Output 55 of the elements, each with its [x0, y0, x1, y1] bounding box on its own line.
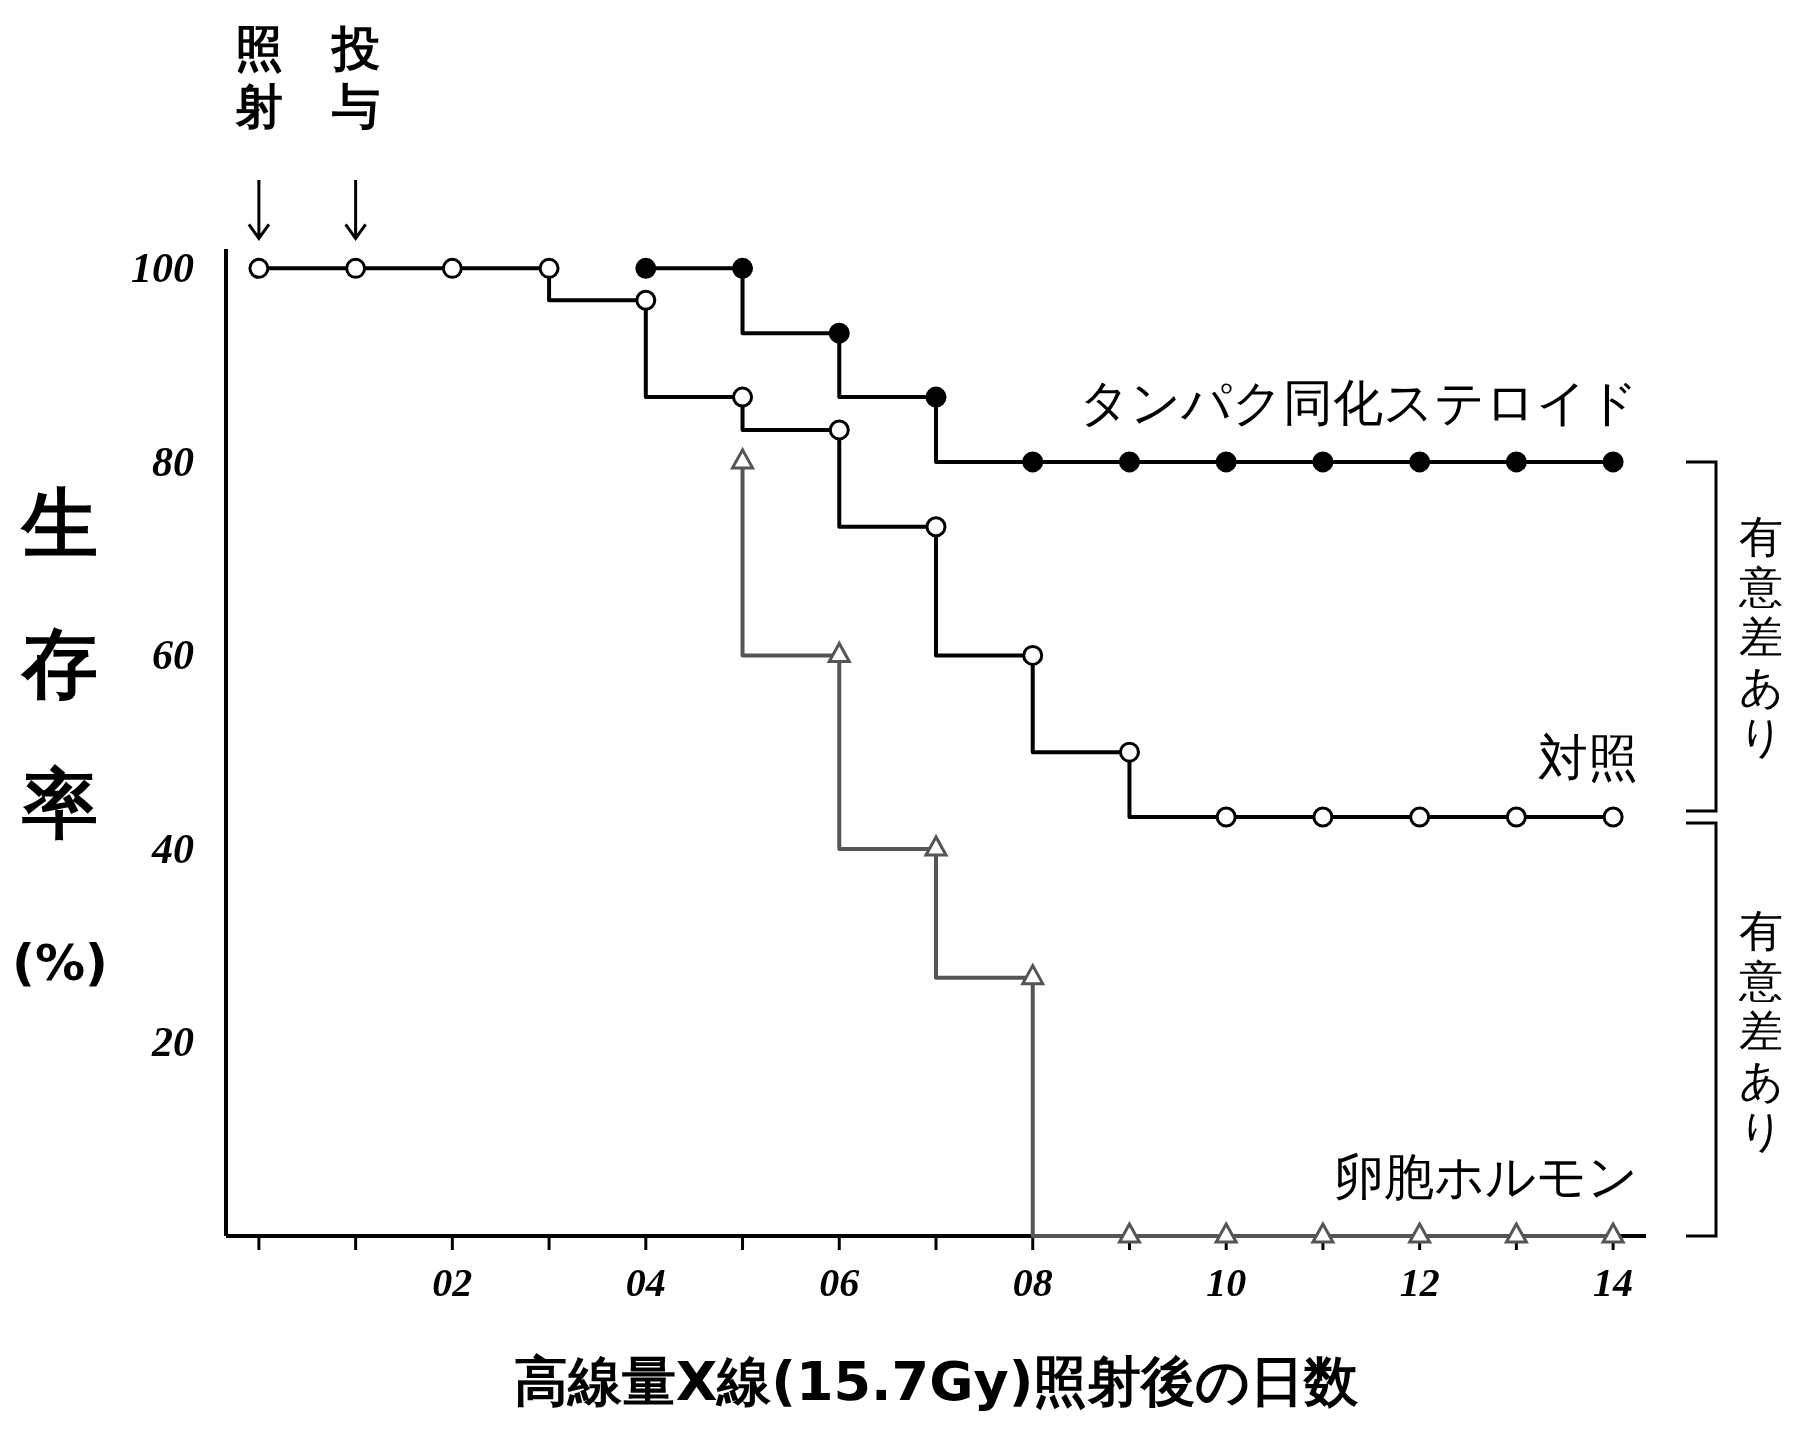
point [1312, 806, 1334, 828]
y-tick-label: 100 [131, 245, 194, 292]
point [925, 386, 947, 408]
point [1505, 451, 1527, 473]
point [1312, 451, 1334, 473]
point [441, 257, 463, 279]
point [828, 419, 850, 441]
point [635, 289, 657, 311]
y-tick-label: 60 [152, 632, 194, 679]
point [1214, 1222, 1238, 1244]
point [1505, 806, 1527, 828]
x-tick-label: 02 [432, 1260, 473, 1305]
point [1311, 1222, 1335, 1244]
point [1602, 451, 1624, 473]
point [732, 257, 754, 279]
point [1022, 451, 1044, 473]
point [1409, 451, 1431, 473]
text: 有意差あり [1738, 904, 1784, 1156]
point [924, 835, 948, 857]
point [1117, 1222, 1141, 1244]
y-tick-label: 40 [151, 825, 194, 872]
point [828, 322, 850, 344]
point [732, 386, 754, 408]
x-tick-label: 14 [1593, 1260, 1634, 1305]
point [1602, 806, 1624, 828]
text: 有意差あり [1738, 511, 1784, 763]
y-tick-label: 80 [152, 438, 194, 485]
series-label: タンパク同化ステロイド [1079, 373, 1639, 432]
y-tick-label: 20 [151, 1019, 194, 1066]
series-label: 対照 [1538, 729, 1639, 788]
point [1021, 964, 1045, 986]
point [925, 516, 947, 538]
x-tick-label: 04 [625, 1260, 666, 1305]
x-tick-label: 12 [1399, 1260, 1440, 1305]
annotation: 投与 [329, 20, 380, 134]
point [1215, 451, 1237, 473]
point [538, 257, 560, 279]
point [635, 257, 657, 279]
point [1408, 1222, 1432, 1244]
point [1022, 644, 1044, 666]
x-tick-label: 10 [1206, 1260, 1247, 1305]
point [1215, 806, 1237, 828]
point [345, 257, 367, 279]
y-axis-title: 生存率(%) [12, 479, 108, 992]
point [1409, 806, 1431, 828]
point [1118, 451, 1140, 473]
series-label: 卵胞ホルモン [1334, 1148, 1639, 1206]
x-tick-label: 08 [1012, 1260, 1053, 1305]
point [248, 257, 270, 279]
point [1118, 741, 1140, 763]
x-tick-label: 06 [819, 1260, 860, 1305]
point [1504, 1222, 1528, 1244]
point [1601, 1222, 1625, 1244]
annotation: 照射 [234, 20, 283, 134]
x-axis-title: 高線量X線(15.7Gy)照射後の日数 [513, 1350, 1360, 1413]
